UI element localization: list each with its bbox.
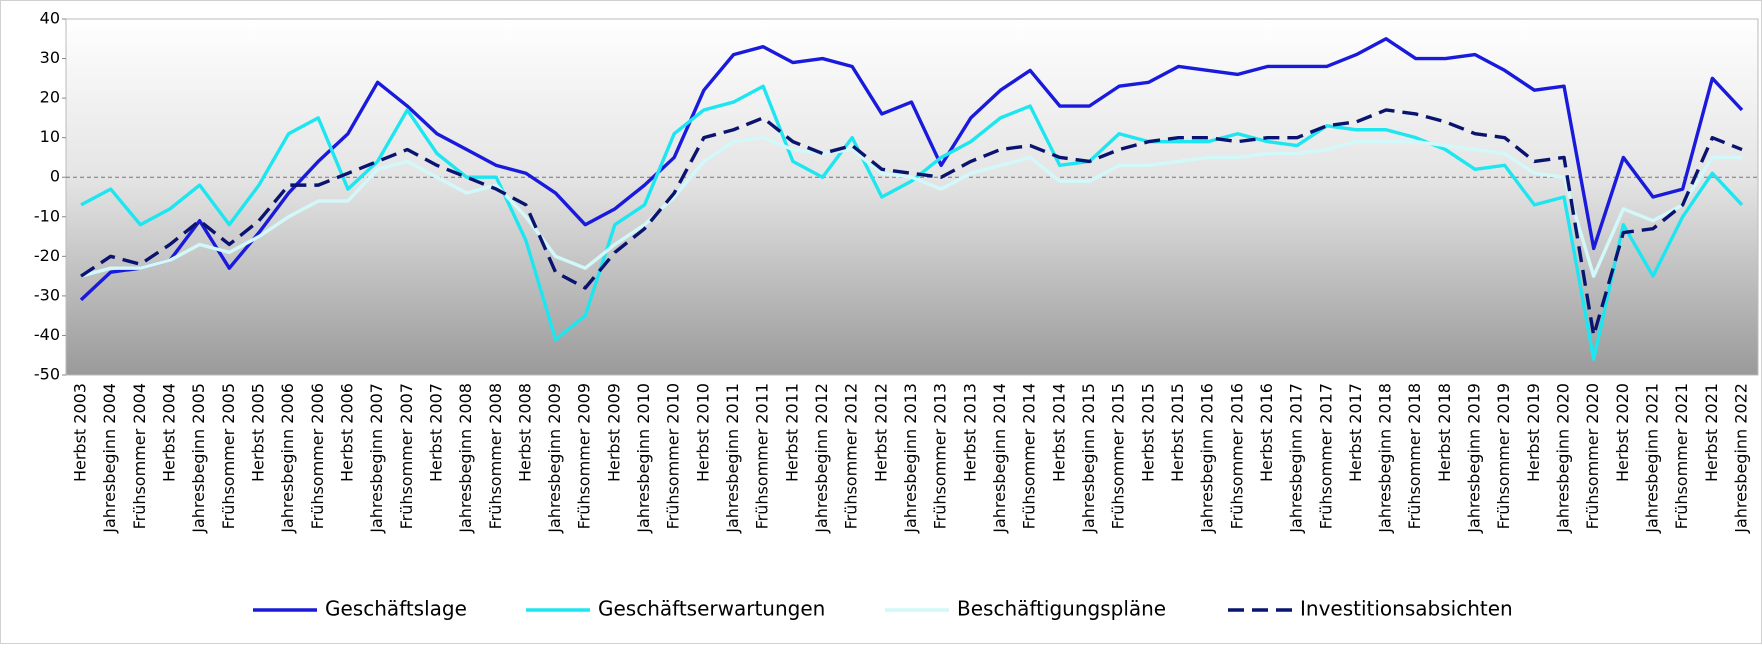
x-tick-label: Herbst 2013 — [960, 383, 979, 482]
x-tick-label: Herbst 2004 — [159, 383, 178, 482]
x-tick-label: Jahresbeginn 2016 — [1198, 383, 1217, 534]
y-tick-label: -10 — [34, 206, 60, 225]
x-tick-label: Frühsommer 2020 — [1583, 383, 1602, 529]
x-tick-label: Jahresbeginn 2008 — [456, 383, 475, 534]
x-tick-label: Jahresbeginn 2010 — [634, 383, 653, 534]
x-tick-label: Herbst 2021 — [1702, 383, 1721, 482]
x-tick-label: Frühsommer 2007 — [397, 383, 416, 529]
x-tick-label: Jahresbeginn 2007 — [367, 383, 386, 534]
x-tick-label: Frühsommer 2004 — [130, 383, 149, 529]
x-tick-label: Frühsommer 2021 — [1672, 383, 1691, 529]
x-tick-label: Frühsommer 2006 — [308, 383, 327, 529]
series-line — [80, 135, 1742, 278]
y-tick-label: -30 — [34, 285, 60, 304]
x-tick-label: Herbst 2005 — [248, 383, 267, 482]
x-tick-label: Herbst 2015 — [1168, 383, 1187, 482]
x-tick-label: Jahresbeginn 2009 — [545, 383, 564, 534]
series-line — [79, 37, 1744, 302]
x-tick-label: Frühsommer 2013 — [931, 383, 950, 529]
y-tick-label: 20 — [40, 88, 60, 107]
x-tick-label: Herbst 2017 — [1346, 383, 1365, 482]
y-tick-label: 30 — [40, 48, 60, 67]
y-tick-label: -40 — [34, 325, 60, 344]
x-tick-label: Herbst 2012 — [871, 383, 890, 482]
x-tick-label: Frühsommer 2018 — [1405, 383, 1424, 529]
x-tick-label: Frühsommer 2014 — [1020, 383, 1039, 529]
x-tick-label: Frühsommer 2008 — [486, 383, 505, 529]
x-tick-label: Frühsommer 2015 — [1109, 383, 1128, 529]
x-tick-label: Frühsommer 2005 — [219, 383, 238, 529]
x-tick-label: Jahresbeginn 2018 — [1376, 383, 1395, 534]
x-tick-label: Jahresbeginn 2022 — [1732, 383, 1751, 534]
legend-label: Geschäftslage — [325, 597, 467, 621]
x-tick-label: Jahresbeginn 2012 — [812, 383, 831, 534]
x-tick-label: Herbst 2006 — [337, 383, 356, 482]
x-tick-label: Jahresbeginn 2013 — [901, 383, 920, 534]
x-tick-label: Jahresbeginn 2015 — [1079, 383, 1098, 534]
x-tick-label: Jahresbeginn 2019 — [1465, 383, 1484, 534]
x-tick-label: Jahresbeginn 2021 — [1643, 383, 1662, 534]
x-tick-label: Frühsommer 2010 — [664, 383, 683, 529]
x-tick-label: Jahresbeginn 2005 — [189, 383, 208, 534]
x-tick-label: Herbst 2020 — [1613, 383, 1632, 482]
x-tick-label: Herbst 2008 — [515, 383, 534, 482]
legend-label: Geschäftserwartungen — [598, 597, 825, 621]
x-tick-label: Herbst 2015 — [1138, 383, 1157, 482]
x-tick-label: Frühsommer 2012 — [842, 383, 861, 529]
legend-label: Beschäftigungspläne — [957, 597, 1166, 621]
series-line — [80, 84, 1744, 361]
y-tick-label: -50 — [34, 365, 60, 384]
x-tick-label: Jahresbeginn 2011 — [723, 383, 742, 534]
x-tick-label: Frühsommer 2016 — [1227, 383, 1246, 529]
plot-area — [65, 18, 1759, 376]
x-tick-label: Herbst 2014 — [1049, 383, 1068, 482]
x-tick-label: Herbst 2007 — [426, 383, 445, 482]
x-tick-label: Herbst 2003 — [71, 383, 90, 482]
y-tick-label: 10 — [40, 127, 60, 146]
x-tick-label: Jahresbeginn 2014 — [990, 383, 1009, 534]
x-tick-label: Frühsommer 2011 — [753, 383, 772, 529]
x-tick-label: Jahresbeginn 2004 — [100, 383, 119, 534]
x-tick-label: Herbst 2009 — [604, 383, 623, 482]
x-tick-label: Herbst 2016 — [1257, 383, 1276, 482]
x-tick-label: Herbst 2019 — [1524, 383, 1543, 482]
x-tick-label: Jahresbeginn 2006 — [278, 383, 297, 534]
y-tick-label: -20 — [34, 246, 60, 265]
x-tick-label: Frühsommer 2017 — [1316, 383, 1335, 529]
x-tick-label: Jahresbeginn 2020 — [1554, 383, 1573, 534]
y-tick-label: 40 — [40, 9, 60, 28]
x-tick-label: Herbst 2011 — [782, 383, 801, 482]
x-tick-label: Frühsommer 2009 — [575, 383, 594, 529]
legend-label: Investitionsabsichten — [1300, 597, 1513, 621]
y-tick-label: 0 — [50, 167, 60, 186]
x-tick-label: Jahresbeginn 2017 — [1287, 383, 1306, 534]
x-tick-label: Frühsommer 2019 — [1494, 383, 1513, 529]
x-tick-label: Herbst 2018 — [1435, 383, 1454, 482]
x-tick-label: Herbst 2010 — [693, 383, 712, 482]
